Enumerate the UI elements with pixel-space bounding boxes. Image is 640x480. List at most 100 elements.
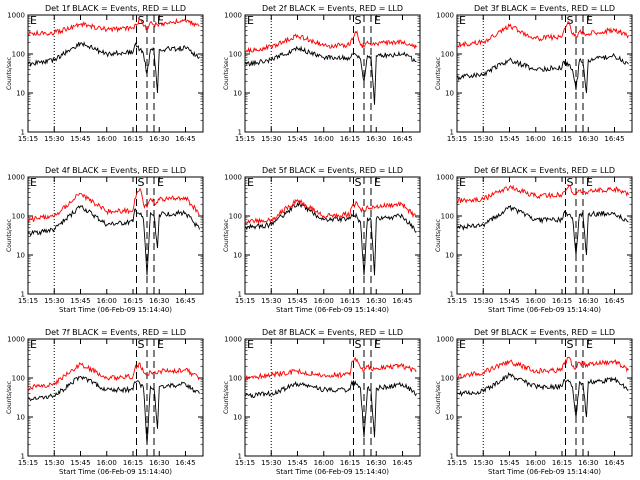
- y-tick-label: 100: [441, 375, 454, 383]
- x-tick-label: 16:30: [149, 297, 169, 305]
- y-tick-label: 1000: [224, 336, 242, 344]
- plot-frame: [27, 176, 204, 295]
- flag-label: E: [157, 176, 164, 189]
- y-tick-label: 1: [238, 291, 242, 299]
- y-tick-label: 1000: [436, 174, 454, 182]
- lld-series-line: [244, 356, 417, 382]
- y-tick-label: 100: [229, 51, 242, 59]
- y-axis-label: Counts/sec: [223, 381, 230, 414]
- panel-title: Det 6f BLACK = Events, RED = LLD: [474, 166, 615, 175]
- flag-label: E: [30, 14, 37, 27]
- y-tick-label: 10: [233, 414, 242, 422]
- x-tick-label: 16:00: [314, 297, 334, 305]
- events-series-line: [456, 52, 629, 94]
- x-tick-label: 16:30: [366, 459, 386, 467]
- x-axis-label: Start Time (06-Feb-09 15:14:40): [276, 468, 389, 476]
- y-tick-label: 1: [450, 129, 454, 137]
- x-tick-label: 16:45: [175, 135, 195, 143]
- x-tick-label: 16:30: [578, 297, 598, 305]
- x-tick-label: 16:15: [552, 297, 572, 305]
- events-series-line: [456, 204, 629, 256]
- x-tick-label: 16:15: [340, 135, 360, 143]
- events-series-line: [244, 201, 417, 276]
- x-tick-label: 15:30: [473, 297, 493, 305]
- panel-title: Det 7f BLACK = Events, RED = LLD: [45, 328, 186, 337]
- flag-label: S: [355, 176, 362, 189]
- lld-series-line: [244, 30, 417, 53]
- panel-title: Det 8f BLACK = Events, RED = LLD: [262, 328, 403, 337]
- flag-label: S: [355, 14, 362, 27]
- flag-label: E: [586, 176, 593, 189]
- x-tick-label: 15:15: [447, 135, 467, 143]
- y-tick-label: 10: [233, 252, 242, 260]
- lld-series-line: [27, 361, 200, 391]
- x-tick-label: 16:00: [526, 135, 546, 143]
- y-tick-label: 1: [450, 453, 454, 461]
- plot-frame: [244, 338, 421, 457]
- x-tick-label: 15:30: [44, 297, 64, 305]
- flag-label: S: [138, 338, 145, 351]
- panel-7: Det 7f BLACK = Events, RED = LLD 1 10 100 10…: [6, 328, 204, 476]
- y-tick-label: 100: [441, 213, 454, 221]
- x-tick-label: 15:30: [261, 459, 281, 467]
- flag-label: E: [459, 338, 466, 351]
- flag-label: E: [459, 14, 466, 27]
- y-tick-label: 1: [21, 129, 25, 137]
- x-tick-label: 15:15: [235, 297, 255, 305]
- flag-label: E: [157, 14, 164, 27]
- x-tick-label: 16:15: [340, 297, 360, 305]
- x-tick-label: 15:45: [287, 459, 307, 467]
- x-tick-label: 15:15: [18, 459, 38, 467]
- x-tick-label: 16:30: [578, 459, 598, 467]
- x-tick-label: 15:15: [447, 459, 467, 467]
- events-series-line: [27, 204, 200, 276]
- x-tick-label: 15:30: [473, 135, 493, 143]
- plot-frame: [27, 338, 204, 457]
- y-axis-label: Counts/sec: [435, 57, 442, 90]
- y-axis-label: Counts/sec: [6, 219, 13, 252]
- y-axis-label: Counts/sec: [6, 381, 13, 414]
- lld-series-line: [27, 16, 200, 37]
- plot-frame: [456, 176, 633, 295]
- x-tick-label: 16:45: [392, 459, 412, 467]
- y-tick-label: 10: [445, 414, 454, 422]
- x-axis-label: Start Time (06-Feb-09 15:14:40): [59, 468, 172, 476]
- x-tick-label: 16:00: [526, 459, 546, 467]
- panel-4: Det 4f BLACK = Events, RED = LLD 1 10 100 10…: [6, 166, 204, 314]
- y-tick-label: 100: [229, 213, 242, 221]
- x-tick-label: 16:15: [123, 135, 143, 143]
- x-tick-label: 15:45: [287, 135, 307, 143]
- x-tick-label: 16:15: [123, 459, 143, 467]
- lld-series-line: [456, 356, 629, 380]
- lld-series-line: [456, 20, 629, 48]
- x-axis-label: Start Time (06-Feb-09 15:14:40): [488, 468, 601, 476]
- x-tick-label: 15:30: [261, 297, 281, 305]
- x-tick-label: 15:45: [287, 297, 307, 305]
- x-tick-label: 15:45: [499, 297, 519, 305]
- y-tick-label: 1: [238, 129, 242, 137]
- flag-label: S: [567, 338, 574, 351]
- flag-label: E: [247, 14, 254, 27]
- x-tick-label: 16:00: [97, 135, 117, 143]
- y-axis-label: Counts/sec: [435, 381, 442, 414]
- x-tick-label: 15:30: [261, 135, 281, 143]
- x-tick-label: 16:00: [314, 135, 334, 143]
- y-tick-label: 100: [441, 51, 454, 59]
- y-axis-label: Counts/sec: [6, 57, 13, 90]
- panel-title: Det 2f BLACK = Events, RED = LLD: [262, 4, 403, 13]
- x-tick-label: 16:30: [366, 297, 386, 305]
- x-tick-label: 15:45: [70, 135, 90, 143]
- y-tick-label: 1: [21, 291, 25, 299]
- x-tick-label: 16:00: [97, 459, 117, 467]
- flag-label: E: [459, 176, 466, 189]
- y-tick-label: 10: [16, 252, 25, 260]
- x-tick-label: 16:45: [392, 135, 412, 143]
- flag-label: E: [374, 176, 381, 189]
- x-tick-label: 15:15: [235, 459, 255, 467]
- panel-9: Det 9f BLACK = Events, RED = LLD 1 10 100 10…: [435, 328, 633, 476]
- x-tick-label: 16:00: [526, 297, 546, 305]
- panel-title: Det 9f BLACK = Events, RED = LLD: [474, 328, 615, 337]
- x-tick-label: 16:15: [552, 459, 572, 467]
- x-tick-label: 16:15: [552, 135, 572, 143]
- y-axis-label: Counts/sec: [223, 57, 230, 90]
